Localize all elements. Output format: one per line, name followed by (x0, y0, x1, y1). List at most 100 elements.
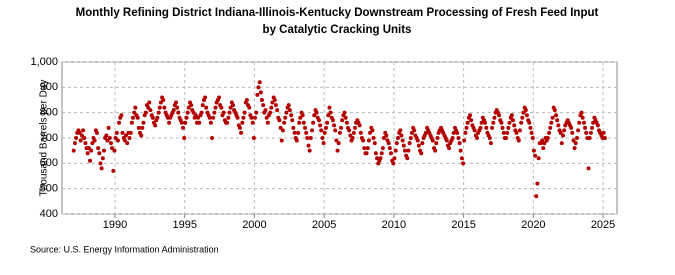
data-point (181, 125, 186, 130)
data-point (269, 105, 274, 110)
data-point (541, 146, 546, 151)
y-tick-label: 700 (40, 132, 58, 144)
data-point (527, 120, 532, 125)
x-tick-label: 2000 (242, 219, 266, 231)
data-point (368, 130, 373, 135)
data-point (423, 130, 428, 135)
data-point (555, 118, 560, 123)
data-point (406, 148, 411, 153)
data-point (225, 120, 230, 125)
data-point (167, 120, 172, 125)
data-point (461, 161, 466, 166)
data-point (256, 85, 261, 90)
data-point (521, 110, 526, 115)
data-point (478, 125, 483, 130)
data-point (530, 136, 535, 140)
data-point (277, 118, 282, 123)
data-point (370, 128, 375, 133)
y-tick-label: 800 (40, 107, 58, 119)
data-point (292, 130, 297, 135)
data-point (457, 141, 462, 146)
data-point (392, 156, 397, 161)
data-point (117, 120, 122, 125)
data-point (430, 138, 435, 143)
data-point (312, 113, 317, 118)
data-point (581, 120, 586, 125)
data-point (569, 125, 574, 130)
data-point (398, 128, 403, 133)
data-point (204, 105, 209, 110)
data-point (196, 115, 201, 120)
data-point (314, 110, 319, 115)
data-point (595, 123, 600, 128)
data-point (516, 138, 521, 143)
data-point (507, 120, 512, 125)
data-point (343, 115, 348, 120)
data-point (298, 115, 303, 120)
data-point (139, 133, 144, 138)
data-point (584, 130, 589, 135)
data-point (318, 123, 323, 128)
data-point (322, 130, 327, 135)
data-point (366, 138, 371, 143)
data-point (300, 113, 305, 118)
data-point (304, 130, 309, 135)
data-point (579, 110, 584, 115)
data-point (85, 151, 90, 156)
data-point (531, 148, 536, 153)
data-point (379, 151, 384, 156)
data-point (572, 146, 577, 151)
data-point (340, 118, 345, 123)
data-point (296, 130, 301, 135)
data-point (101, 148, 106, 153)
data-point (586, 166, 591, 171)
data-point (254, 110, 259, 115)
data-point (237, 125, 242, 130)
y-tick-label: 400 (40, 208, 58, 220)
data-point (602, 136, 607, 140)
data-point (78, 138, 83, 143)
data-point (291, 125, 296, 130)
data-point (450, 136, 455, 140)
chart-title: Monthly Refining District Indiana-Illino… (76, 7, 599, 19)
data-point (150, 115, 155, 120)
data-point (550, 115, 555, 120)
data-point (289, 113, 294, 118)
data-point (320, 136, 325, 140)
data-point (283, 115, 288, 120)
data-point (113, 136, 118, 140)
data-point (330, 118, 335, 123)
data-point (325, 120, 330, 125)
data-point (474, 136, 479, 140)
data-point (524, 113, 529, 118)
data-point (400, 138, 405, 143)
data-point (286, 103, 291, 108)
data-point (227, 110, 232, 115)
data-point (499, 120, 504, 125)
data-point (74, 136, 79, 140)
data-point (456, 136, 461, 140)
data-point (112, 148, 117, 153)
data-point (459, 156, 464, 161)
data-point (203, 95, 208, 100)
data-point (135, 115, 140, 120)
data-point (535, 181, 540, 186)
data-point (189, 103, 194, 108)
data-point (221, 110, 226, 115)
data-point (490, 125, 495, 130)
data-point (182, 136, 187, 140)
data-point (351, 130, 356, 135)
data-point (519, 120, 524, 125)
data-point (561, 133, 566, 138)
data-point (587, 136, 592, 140)
y-axis-label: Thousand Barrels per Day (39, 80, 50, 197)
data-point (548, 125, 553, 130)
data-point (409, 130, 414, 135)
data-point (580, 115, 585, 120)
data-point (326, 113, 331, 118)
data-point (81, 128, 86, 133)
data-point (185, 110, 190, 115)
data-point (183, 120, 188, 125)
data-point (451, 130, 456, 135)
y-tick-label: 1,000 (30, 56, 58, 68)
